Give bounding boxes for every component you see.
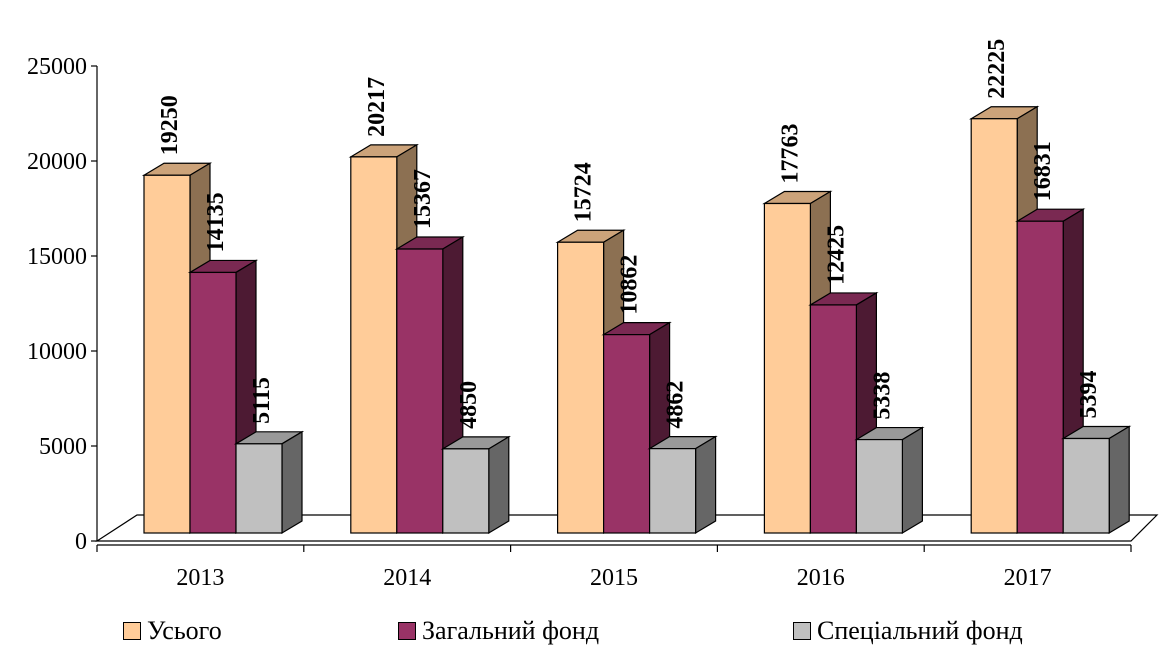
bar-front [189, 271, 237, 534]
y-tick-label: 10000 [27, 339, 87, 365]
data-labels: 19250 14135 5115 20217 15367 4850 15724 10862 48… [157, 39, 1102, 429]
floor-outline [94, 514, 1159, 542]
value-label: 5115 [249, 377, 275, 424]
bar-side [1108, 425, 1130, 535]
legend-item-total: Усього [123, 616, 222, 646]
value-label: 4850 [456, 381, 482, 429]
value-label: 4862 [663, 381, 689, 429]
bar-front [648, 448, 697, 534]
x-tick-label: 2013 [176, 565, 224, 591]
y-tick-label: 5000 [39, 434, 87, 460]
legend-swatch-general-fund [398, 622, 416, 640]
value-label: 5394 [1076, 371, 1102, 419]
value-label: 15724 [571, 162, 597, 222]
value-label: 15367 [410, 169, 436, 229]
x-tick-label: 2016 [797, 565, 845, 591]
x-tick-label: 2017 [1004, 565, 1052, 591]
bar-side [901, 426, 924, 535]
bar-front [602, 334, 651, 534]
legend: Усього Загальний фонд Спеціальний фонд [0, 616, 1159, 656]
bar-side [281, 430, 303, 535]
y-tick-label: 0 [75, 529, 87, 555]
bar [647, 435, 718, 535]
y-tick-label: 20000 [27, 149, 87, 175]
bar-front [556, 241, 605, 534]
bar-front [235, 443, 283, 534]
x-tick-label: 2015 [590, 565, 638, 591]
bar-front [442, 448, 490, 534]
value-label: 14135 [203, 192, 229, 252]
bar-front [350, 156, 398, 534]
x-tick-label: 2014 [383, 565, 431, 591]
value-label: 10862 [617, 255, 643, 315]
value-label: 5338 [869, 372, 895, 420]
value-label: 17763 [777, 124, 803, 184]
legend-item-general-fund: Загальний фонд [398, 616, 599, 646]
legend-label-special-fund: Спеціальний фонд [817, 616, 1023, 645]
chart-floor [94, 514, 1159, 542]
value-label: 16831 [1030, 141, 1056, 201]
legend-label-total: Усього [147, 616, 222, 645]
bars [141, 105, 1132, 535]
bar-front [763, 202, 812, 534]
bar-front [143, 174, 191, 534]
bar [1015, 208, 1086, 535]
bar-side [694, 435, 717, 535]
bar-front [1062, 437, 1110, 534]
value-label: 22225 [984, 39, 1010, 99]
value-label: 12425 [823, 225, 849, 285]
legend-label-general-fund: Загальний фонд [422, 616, 600, 645]
y-tick-label: 25000 [27, 54, 87, 80]
legend-item-special-fund: Спеціальний фонд [793, 616, 1023, 646]
bar [854, 426, 925, 535]
bar [233, 430, 305, 535]
bar-side [488, 435, 510, 535]
bar-front [970, 118, 1018, 534]
bar-front [1016, 220, 1064, 534]
bar-front [855, 438, 904, 534]
x-axis: 2013 2014 2015 2016 2017 [96, 544, 1132, 591]
y-tick-label: 15000 [27, 244, 87, 270]
value-label: 20217 [364, 77, 390, 137]
bar [1061, 425, 1132, 535]
value-label: 19250 [157, 95, 183, 155]
bar-front [809, 304, 858, 534]
bar-front [396, 248, 444, 534]
legend-swatch-special-fund [793, 622, 811, 640]
bar [440, 435, 511, 535]
y-axis: 0 5000 10000 15000 20000 25000 [27, 54, 98, 555]
legend-swatch-total [123, 622, 141, 640]
